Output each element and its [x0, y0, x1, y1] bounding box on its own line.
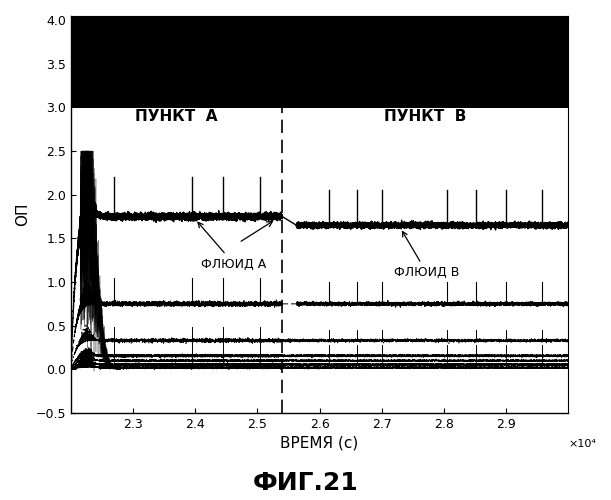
- Text: ФИГ.21: ФИГ.21: [252, 471, 359, 495]
- Text: ПУНКТ  В: ПУНКТ В: [384, 108, 466, 124]
- Text: ФЛЮИД А: ФЛЮИД А: [198, 222, 266, 270]
- X-axis label: ВРЕМЯ (с): ВРЕМЯ (с): [280, 435, 359, 450]
- Text: ×10⁴: ×10⁴: [568, 439, 596, 449]
- Text: ФЛЮИД В: ФЛЮИД В: [394, 232, 459, 280]
- Text: ПУНКТ  А: ПУНКТ А: [135, 108, 218, 124]
- Y-axis label: ОП: ОП: [15, 202, 30, 226]
